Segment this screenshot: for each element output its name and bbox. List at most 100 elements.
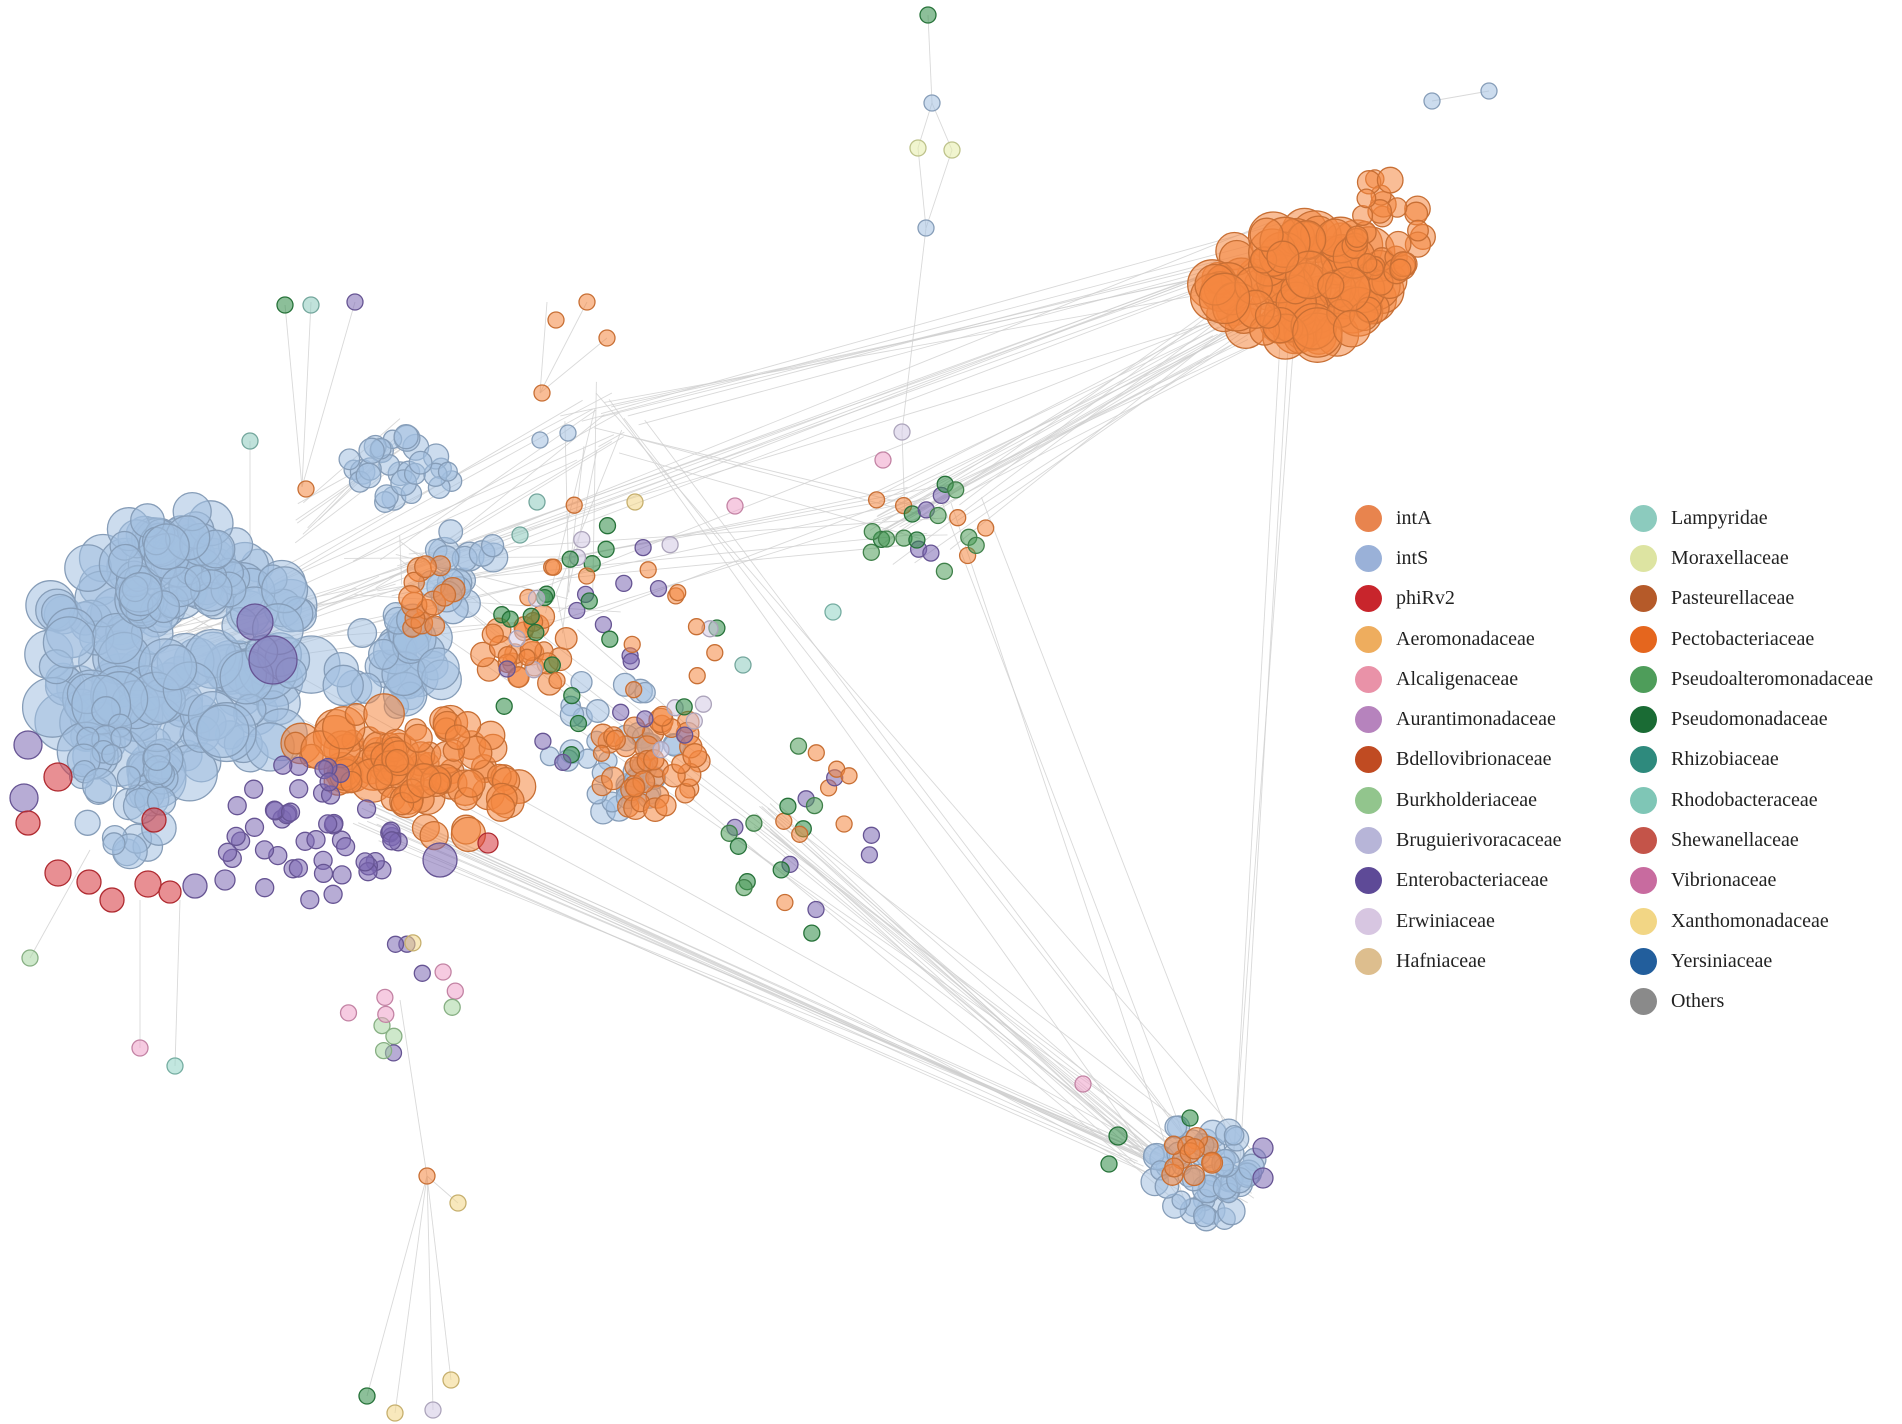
node-inta xyxy=(481,623,504,646)
node-ints xyxy=(438,519,464,545)
node-pseudomonadaceae xyxy=(597,540,615,558)
node-lampyridae xyxy=(241,432,259,450)
network-edge xyxy=(539,301,548,394)
node-ints xyxy=(110,726,133,749)
node-inta xyxy=(669,583,687,602)
network-edge xyxy=(361,807,1138,1162)
network-edge xyxy=(552,429,623,603)
network-edge xyxy=(755,812,1159,1155)
legend-item: Hafniaceae xyxy=(1355,941,1625,981)
node-enterobacteriaceae xyxy=(649,579,668,598)
legend-item: Aeromonadaceae xyxy=(1355,619,1625,659)
legend-item: Aurantimonadaceae xyxy=(1355,699,1625,739)
legend-item: Erwiniaceae xyxy=(1355,901,1625,941)
node-phirv2 xyxy=(158,880,182,904)
network-edge xyxy=(879,355,1209,532)
legend-swatch xyxy=(1630,625,1657,653)
node-ints xyxy=(116,765,141,790)
network-edge xyxy=(767,808,1148,1154)
network-edge xyxy=(294,462,401,544)
node-alcaligenaceae xyxy=(1074,1075,1092,1093)
node-erwiniaceae xyxy=(661,536,679,554)
node-ints xyxy=(102,832,126,856)
network-edge xyxy=(1239,269,1294,1161)
legend-label: Bruguierivoracaceae xyxy=(1396,829,1562,852)
node-inta xyxy=(776,893,794,912)
legend-swatch xyxy=(1355,827,1382,855)
legend-label: Pseudomonadaceae xyxy=(1671,708,1828,731)
legend-swatch xyxy=(1630,746,1657,774)
node-enterobacteriaceae xyxy=(862,826,881,844)
node-enterobacteriaceae xyxy=(332,865,352,885)
network-edge xyxy=(407,265,1231,585)
node-pseudoalteromonadaceae xyxy=(947,481,965,499)
node-pseudomonadaceae xyxy=(1108,1126,1128,1146)
network-edge xyxy=(376,823,1145,1153)
node-enterobacteriaceae xyxy=(554,753,572,772)
node-ints xyxy=(570,670,593,694)
legend: intA intS phiRv2 Aeromonadaceae Alcaligenace… xyxy=(1355,498,1895,1018)
legend-item: Others xyxy=(1630,982,1900,1022)
node-xanthomonadaceae xyxy=(626,493,644,511)
node-alcaligenaceae xyxy=(874,451,892,469)
node-inta xyxy=(414,555,437,579)
network-edge xyxy=(370,811,1152,1161)
node-enterobacteriaceae xyxy=(264,800,285,820)
network-edge xyxy=(366,1175,428,1397)
node-rhodobacteraceae xyxy=(824,603,842,621)
legend-swatch xyxy=(1355,907,1382,935)
node-inta xyxy=(592,744,611,762)
node-ints xyxy=(1480,82,1498,100)
node-inta xyxy=(791,825,809,843)
node-rhodobacteraceae xyxy=(166,1057,184,1075)
node-erwiniaceae xyxy=(508,629,526,648)
network-edge xyxy=(426,1175,452,1381)
node-xanthomonadaceae xyxy=(404,934,422,952)
node-pseudomonadaceae xyxy=(569,714,588,733)
legend-item: Pseudoalteromonadaceae xyxy=(1630,659,1900,699)
network-edge xyxy=(584,499,896,620)
legend-swatch xyxy=(1355,665,1382,693)
node-enterobacteriaceae xyxy=(289,756,309,776)
legend-item: Xanthomonadaceae xyxy=(1630,901,1900,941)
network-edge xyxy=(539,301,588,394)
legend-label: Moraxellaceae xyxy=(1671,546,1789,569)
legend-item: Rhizobiaceae xyxy=(1630,740,1900,780)
network-edge xyxy=(770,832,1157,1154)
network-edge xyxy=(749,828,1162,1165)
legend-label: intA xyxy=(1396,506,1432,529)
network-edge xyxy=(301,301,312,488)
node-pseudoalteromonadaceae xyxy=(929,506,947,525)
network-edge xyxy=(927,14,933,104)
node-inta xyxy=(1266,240,1300,274)
node-ints xyxy=(367,638,400,670)
node-ints xyxy=(408,450,433,475)
node-enterobacteriaceae xyxy=(244,817,265,837)
node-enterobacteriaceae xyxy=(922,544,940,562)
node-enterobacteriaceae xyxy=(227,796,247,816)
node-inta xyxy=(654,794,677,817)
legend-label: Rhizobiaceae xyxy=(1671,748,1779,771)
node-inta xyxy=(1164,1157,1185,1178)
node-moraxellaceae xyxy=(909,139,927,157)
legend-label: Xanthomonadaceae xyxy=(1671,909,1829,932)
node-enterobacteriaceae xyxy=(413,964,431,982)
node-lampyridae xyxy=(511,526,529,544)
node-inta xyxy=(1183,1138,1206,1160)
network-edge xyxy=(1431,90,1490,102)
legend-label: Pectobacteriaceae xyxy=(1671,627,1815,650)
node-xanthomonadaceae xyxy=(386,1404,404,1422)
node-ints xyxy=(118,572,163,617)
node-enterobacteriaceae xyxy=(13,730,43,760)
node-moraxellaceae xyxy=(943,141,961,159)
network-edge xyxy=(753,826,1157,1164)
node-ints xyxy=(917,219,935,237)
node-pseudoalteromonadaceae xyxy=(935,562,954,580)
node-ints xyxy=(101,744,123,766)
node-inta xyxy=(366,764,394,791)
network-edge xyxy=(399,999,428,1177)
node-enterobacteriaceae xyxy=(9,783,39,813)
legend-swatch xyxy=(1355,504,1382,532)
node-inta xyxy=(578,567,596,585)
node-pseudomonadaceae xyxy=(675,698,693,716)
